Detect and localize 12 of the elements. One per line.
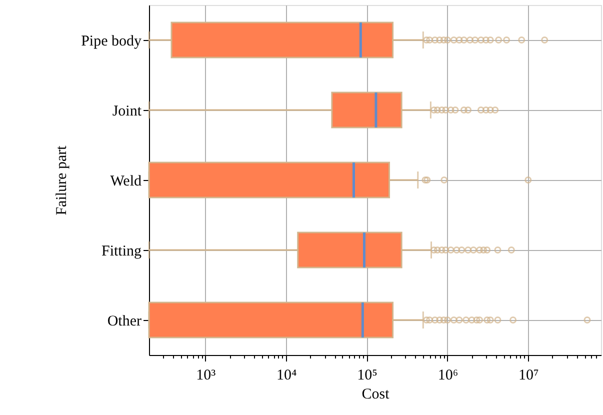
y-tick-label: Joint [112, 104, 142, 120]
y-axis-title: Failure part [54, 144, 70, 216]
x-tick-label: 10⁵ [357, 368, 378, 384]
x-axis-title: Cost [362, 386, 390, 402]
y-tick-label: Other [107, 314, 142, 330]
x-tick-label: 10³ [196, 368, 216, 384]
x-tick-label: 10⁶ [438, 368, 458, 384]
y-tick-label: Pipe body [81, 34, 142, 50]
x-tick-label: 10⁷ [518, 368, 539, 384]
y-tick-label: Weld [110, 174, 142, 190]
y-tick-label: Fitting [101, 244, 142, 260]
x-tick-label: 10⁴ [276, 368, 297, 384]
